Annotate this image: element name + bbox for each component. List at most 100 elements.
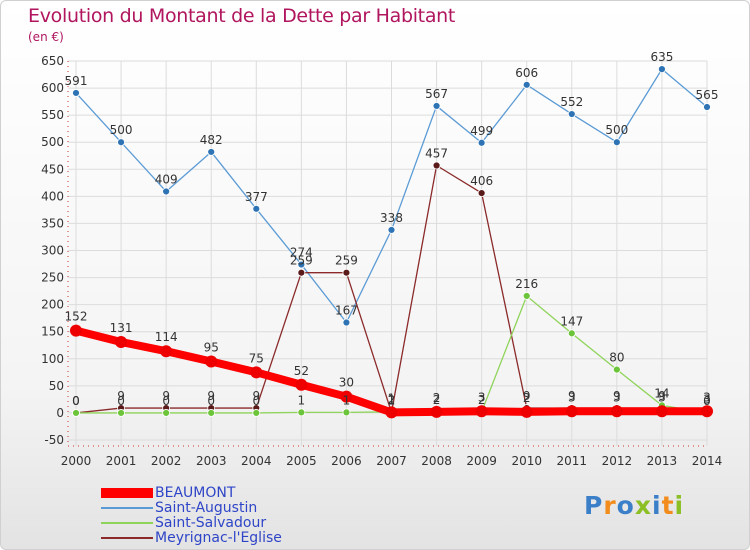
data-point-saint-salvadour [612, 365, 621, 374]
legend-item-saint-augustin: Saint-Augustin [101, 500, 421, 516]
data-label-saint-augustin: 167 [335, 304, 358, 318]
data-label-meyrignac-l-eglise: 9 [117, 389, 125, 403]
data-label-beaumont: 75 [249, 351, 264, 365]
data-label-saint-salvadour: 2 [388, 393, 396, 407]
data-label-saint-augustin: 499 [470, 124, 493, 138]
data-label-saint-salvadour: 0 [207, 394, 215, 408]
data-label-meyrignac-l-eglise: 9 [613, 389, 621, 403]
x-tick-label: 2004 [241, 454, 272, 468]
y-tick-label: 100 [41, 352, 64, 366]
data-point-meyrignac-l-eglise [342, 268, 351, 277]
data-point-beaumont [520, 405, 533, 418]
data-label-beaumont: 152 [65, 310, 88, 324]
data-label-saint-salvadour: 2 [433, 393, 441, 407]
data-label-saint-salvadour: 0 [703, 394, 711, 408]
data-label-saint-augustin: 500 [605, 123, 628, 137]
data-point-meyrignac-l-eglise [297, 268, 306, 277]
chart-unit: (en €) [28, 30, 64, 44]
data-point-beaumont [160, 345, 173, 358]
data-label-saint-salvadour: 1 [343, 393, 351, 407]
data-label-meyrignac-l-eglise: 1 [388, 393, 396, 407]
y-tick-label: 300 [41, 244, 64, 258]
data-label-meyrignac-l-eglise: 9 [523, 389, 531, 403]
x-tick-label: 2006 [331, 454, 362, 468]
data-label-beaumont: 114 [155, 330, 178, 344]
data-point-beaumont [610, 405, 623, 418]
data-point-saint-augustin [162, 187, 171, 196]
axes: -500501001502002503003504004505005506006… [41, 54, 722, 468]
legend-swatch-saint-salvadour [101, 522, 153, 524]
data-label-beaumont: 3 [478, 390, 486, 404]
data-label-meyrignac-l-eglise: 0 [72, 394, 80, 408]
data-point-saint-salvadour [117, 409, 125, 417]
data-label-meyrignac-l-eglise: 406 [470, 174, 493, 188]
data-label-saint-salvadour: 147 [560, 314, 583, 328]
data-point-saint-salvadour [567, 329, 576, 338]
y-tick-label: 550 [41, 108, 64, 122]
data-label-saint-salvadour: 1 [298, 393, 306, 407]
data-point-beaumont [115, 336, 128, 349]
data-point-saint-augustin [432, 102, 441, 110]
data-label-beaumont: 3 [703, 390, 711, 404]
data-label-meyrignac-l-eglise: 259 [290, 254, 313, 268]
data-point-beaumont [565, 405, 578, 418]
data-label-meyrignac-l-eglise: 9 [658, 389, 666, 403]
x-tick-label: 2010 [511, 454, 542, 468]
legend-label-saint-augustin: Saint-Augustin [155, 500, 258, 516]
data-point-saint-augustin [658, 65, 666, 74]
logo-letter: i [674, 491, 685, 520]
y-tick-label: 350 [41, 216, 64, 230]
data-label-meyrignac-l-eglise: 259 [335, 254, 358, 268]
data-point-saint-augustin [342, 318, 351, 327]
data-point-saint-augustin [207, 148, 216, 156]
data-label-meyrignac-l-eglise: 457 [425, 146, 448, 160]
legend-swatch-beaumont [101, 488, 153, 498]
data-label-meyrignac-l-eglise: 9 [252, 389, 260, 403]
x-tick-label: 2012 [602, 454, 633, 468]
data-label-beaumont: 95 [204, 340, 219, 354]
chart-title: Evolution du Montant de la Dette par Hab… [28, 5, 456, 27]
data-label-saint-augustin: 377 [245, 190, 268, 204]
data-point-saint-augustin [522, 80, 531, 89]
data-label-beaumont: 1 [388, 391, 396, 405]
data-point-saint-salvadour [522, 292, 531, 300]
x-tick-label: 2008 [421, 454, 452, 468]
data-label-saint-augustin: 409 [155, 172, 178, 186]
y-tick-label: 600 [41, 81, 64, 95]
series-lines [70, 65, 713, 419]
legend-swatch-meyrignac [101, 537, 153, 539]
y-tick-label: 450 [41, 162, 64, 176]
data-label-saint-salvadour: 80 [609, 351, 624, 365]
data-point-saint-salvadour [297, 408, 306, 417]
data-label-saint-augustin: 338 [380, 211, 403, 225]
data-label-saint-salvadour: 0 [252, 394, 260, 408]
data-point-meyrignac-l-eglise [477, 189, 486, 198]
legend-label-meyrignac: Meyrignac-l'Eglise [155, 530, 282, 546]
logo-letter: r [603, 491, 617, 520]
data-label-saint-augustin: 565 [696, 88, 719, 102]
data-point-saint-augustin [117, 138, 125, 147]
data-label-saint-augustin: 635 [650, 50, 673, 64]
data-point-saint-salvadour [162, 409, 171, 417]
logo-letter: t [661, 491, 675, 520]
data-label-saint-salvadour: 216 [515, 277, 538, 291]
data-point-beaumont [385, 406, 398, 419]
logo-letter: x [634, 491, 652, 520]
data-point-beaumont [295, 378, 308, 391]
data-point-saint-augustin [477, 138, 486, 147]
data-point-beaumont [205, 355, 218, 368]
data-point-beaumont [655, 405, 668, 418]
data-label-saint-salvadour: 0 [162, 394, 170, 408]
logo-letter: i [652, 491, 662, 520]
x-tick-label: 2000 [61, 454, 92, 468]
legend-label-saint-salvadour: Saint-Salvadour [155, 515, 267, 531]
y-tick-label: 150 [41, 325, 64, 339]
data-point-saint-augustin [387, 226, 396, 234]
y-tick-label: 50 [49, 379, 64, 393]
x-tick-label: 2011 [557, 454, 588, 468]
data-label-beaumont: 131 [110, 321, 133, 335]
data-label-saint-augustin: 567 [425, 87, 448, 101]
x-tick-label: 2002 [151, 454, 182, 468]
data-point-saint-salvadour [207, 409, 216, 417]
